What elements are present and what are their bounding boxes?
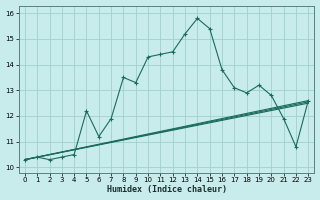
X-axis label: Humidex (Indice chaleur): Humidex (Indice chaleur): [107, 185, 227, 194]
